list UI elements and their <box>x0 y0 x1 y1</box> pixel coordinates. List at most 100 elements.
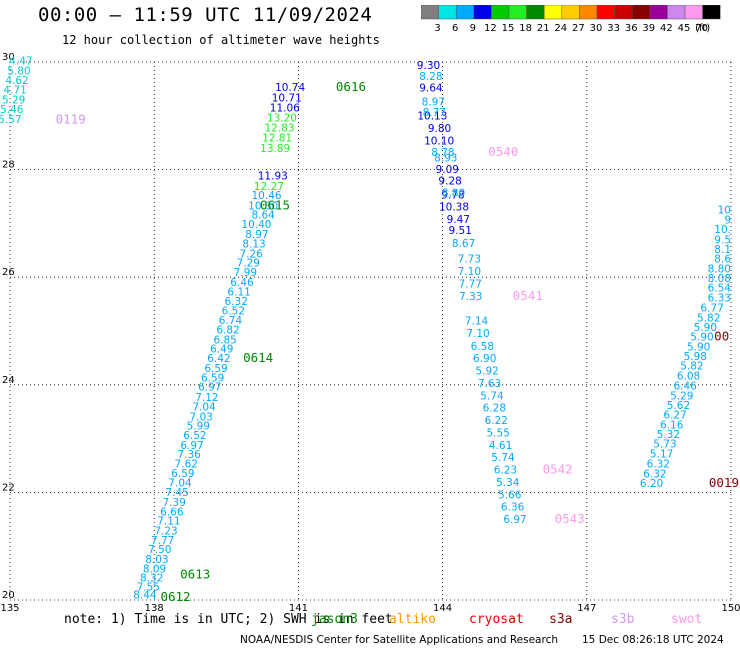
wave-height-value: 6.52 <box>183 430 206 442</box>
wave-height-value: 10.71 <box>272 92 302 104</box>
wave-height-value: 8.97 <box>245 229 268 241</box>
wave-height-value: 8.6 <box>714 254 731 266</box>
wave-height-value: 5.99 <box>187 420 210 432</box>
pass-number-label: 0614 <box>243 350 273 365</box>
pass-number-label: 00 <box>714 329 729 344</box>
x-tick-label: 138 <box>145 603 164 612</box>
wave-height-value: 9.47 <box>447 214 470 226</box>
wave-height-value: 6.28 <box>483 403 506 415</box>
wave-height-value: 7.63 <box>478 378 501 390</box>
legend-bin-label: 30 <box>590 23 603 34</box>
legend-bin-label: 39 <box>642 23 655 34</box>
pass-number-label: 0119 <box>56 111 86 126</box>
wave-height-value: 6.33 <box>708 292 731 304</box>
wave-height-value: 5.17 <box>650 448 673 460</box>
x-tick-label: 144 <box>433 603 452 612</box>
wave-height-value: 9.5 <box>714 234 731 246</box>
wave-height-value: 6.32 <box>647 459 670 471</box>
wave-height-value: 5.82 <box>680 361 703 373</box>
wave-height-value: 6.54 <box>708 283 732 295</box>
wave-height-value: 6.36 <box>501 502 525 514</box>
wave-height-value: 10.30 <box>248 200 278 212</box>
wave-height-value: 5.82 <box>697 312 720 324</box>
wave-height-value: 5.73 <box>653 439 676 451</box>
wave-height-value: 7.03 <box>189 411 212 423</box>
wave-height-value: 8.64 <box>251 210 275 222</box>
wave-height-value: 7.36 <box>177 449 201 461</box>
wave-height-value: 4.61 <box>489 440 512 452</box>
legend-bin-label: 6 <box>452 23 458 34</box>
wave-height-value: 5.62 <box>667 400 690 412</box>
wave-height-value: 5.90 <box>687 341 710 353</box>
wave-height-value: 6.22 <box>485 415 508 427</box>
wave-height-value: 7.50 <box>148 544 171 556</box>
wave-height-color-legend: 3 6 9 12 15 18 21 24 27 30 33 36 39 42 45 70(ft) <box>421 5 721 34</box>
wave-height-value: 9.80 <box>428 123 451 135</box>
wave-height-value: 7.33 <box>459 291 482 303</box>
x-tick-label: 150 <box>721 603 740 612</box>
wave-height-value: 10.13 <box>417 111 447 123</box>
wave-height-value: 4.47 <box>9 56 32 68</box>
wave-height-value: 4.71 <box>3 85 26 97</box>
credit-text: NOAA/NESDIS Center for Satellite Applica… <box>240 634 558 646</box>
wave-height-value: 9.28 <box>438 176 461 188</box>
legend-bin-label: 18 <box>519 23 532 34</box>
wave-height-value: 6.16 <box>660 419 684 431</box>
wave-height-value: 8.03 <box>145 554 168 566</box>
wave-height-value: 12.27 <box>254 181 284 193</box>
legend-bin-label: 3 <box>434 23 440 34</box>
chart-subtitle: 12 hour collection of altimeter wave hei… <box>62 33 380 47</box>
wave-height-value: 7.29 <box>237 257 260 269</box>
wave-height-value: 7.55 <box>137 581 160 593</box>
wave-height-value: 10. <box>714 224 731 236</box>
wave-height-value: 5.57 <box>0 114 22 126</box>
wave-height-value: 13.20 <box>267 113 297 125</box>
wave-height-value: 6.32 <box>643 468 666 480</box>
wave-height-value: 7.77 <box>151 535 174 547</box>
wave-height-value: 9.30 <box>417 60 440 72</box>
wave-height-value: 5.46 <box>0 104 24 116</box>
generated-timestamp: 15 Dec 08:26:18 UTC 2024 <box>582 634 724 646</box>
wave-height-value: 9.09 <box>436 164 459 176</box>
wave-height-value: 5.74 <box>480 390 504 402</box>
satellite-s3b-label: s3b <box>611 612 635 627</box>
wave-height-value: 7.23 <box>154 525 177 537</box>
wave-height-value: 10.10 <box>424 135 454 147</box>
wave-height-value: 8.93 <box>434 153 457 165</box>
wave-height-value: 5.90 <box>694 322 717 334</box>
wave-height-value: 8.67 <box>452 238 475 250</box>
legend-bin-label: 24 <box>554 23 567 34</box>
wave-height-value: 6.85 <box>213 334 236 346</box>
wave-height-value: 6.08 <box>677 370 700 382</box>
wave-height-value: 7.10 <box>458 266 481 278</box>
wave-height-value: 5.74 <box>491 452 515 464</box>
wave-height-value: 7.73 <box>458 254 481 266</box>
wave-height-value: 9.51 <box>449 225 472 237</box>
legend-bin-label: 27 <box>572 23 585 34</box>
wave-height-value: 10.40 <box>241 219 271 231</box>
x-tick-label: 141 <box>289 603 308 612</box>
wave-height-value: 13.89 <box>260 143 290 155</box>
x-tick-label: 135 <box>0 603 19 612</box>
wave-height-value: 6.77 <box>700 303 723 315</box>
wave-height-value: 5.92 <box>475 366 498 378</box>
legend-bin-label: 21 <box>537 23 550 34</box>
wave-height-value: 11.93 <box>258 170 288 182</box>
wave-height-value: 12.83 <box>264 122 294 134</box>
pass-number-label: 0543 <box>555 511 585 526</box>
wave-height-value: 7.04 <box>168 477 192 489</box>
legend-bin-label: 33 <box>607 23 620 34</box>
pass-number-label: 0540 <box>488 144 518 159</box>
wave-height-value: 9.64 <box>419 83 443 95</box>
wave-height-value: 7.62 <box>175 459 198 471</box>
wave-height-value: 6.46 <box>230 277 254 289</box>
legend-bin-label: 9 <box>470 23 476 34</box>
legend-bin-label: 12 <box>484 23 497 34</box>
wave-height-value: 5.29 <box>670 390 693 402</box>
wave-height-value: 6.59 <box>204 363 227 375</box>
wave-height-value: 6.32 <box>225 296 248 308</box>
y-tick-label: 28 <box>2 160 15 171</box>
wave-height-value: 10.38 <box>439 201 469 213</box>
wave-height-value: 6.58 <box>471 341 494 353</box>
wave-height-value: 7.77 <box>459 278 482 290</box>
